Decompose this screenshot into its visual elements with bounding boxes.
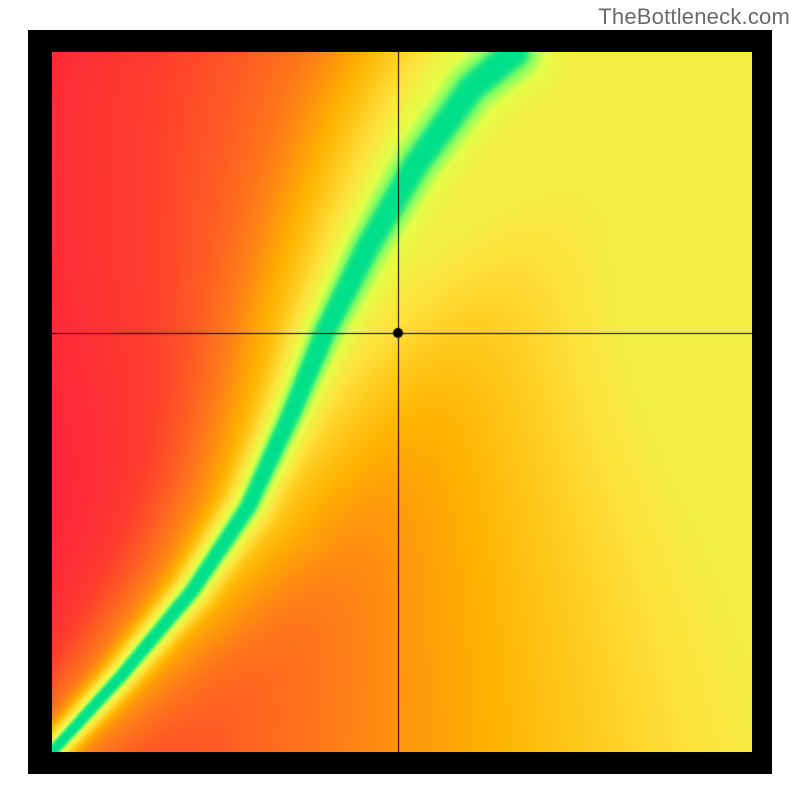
heatmap-canvas <box>52 52 752 752</box>
watermark-text: TheBottleneck.com <box>598 4 790 30</box>
heatmap-plot <box>52 52 752 752</box>
